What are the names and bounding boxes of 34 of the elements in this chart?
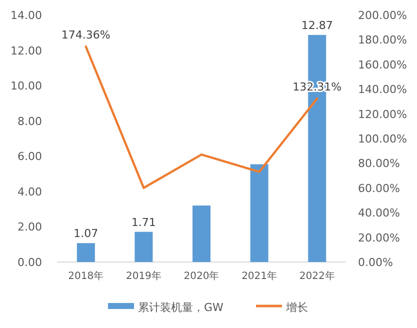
bar: [250, 164, 268, 262]
data-label: 12.87: [301, 18, 333, 32]
x-tick-label: 2020年: [184, 270, 220, 282]
y2-tick-label: 200.00%: [358, 9, 407, 22]
y2-tick-label: 60.00%: [358, 182, 400, 195]
y2-tick-label: 20.00%: [358, 231, 400, 244]
y-tick-label: 2.00: [18, 220, 42, 234]
y-tick-label: 12.00: [10, 44, 42, 58]
y-tick-label: 10.00: [10, 80, 42, 93]
y2-tick-label: 100.00%: [358, 132, 407, 146]
x-tick-label: 2021年: [242, 270, 278, 282]
data-label: 1.07: [74, 227, 98, 240]
legend-label: 累计装机量，GW: [138, 301, 224, 314]
data-label: 174.36%: [61, 28, 110, 42]
bar: [192, 206, 210, 262]
y2-tick-label: 160.00%: [358, 58, 407, 72]
x-tick-label: 2019年: [126, 270, 162, 282]
y2-tick-label: 40.00%: [358, 206, 400, 220]
y2-tick-label: 140.00%: [358, 83, 407, 96]
y-tick-label: 8.00: [18, 114, 42, 128]
y2-tick-label: 180.00%: [358, 34, 407, 47]
y2-tick-label: 120.00%: [358, 108, 407, 121]
data-label: 1.71: [131, 216, 156, 229]
y-tick-label: 14.00: [10, 9, 42, 22]
legend-label: 增长: [285, 301, 308, 314]
y2-tick-label: 80.00%: [358, 157, 400, 170]
y-tick-label: 6.00: [18, 150, 42, 164]
x-tick-label: 2022年: [299, 270, 335, 282]
bar: [76, 243, 95, 262]
bar: [134, 232, 153, 262]
y-tick-label: 0.00: [18, 256, 42, 269]
y2-tick-label: 0.00%: [358, 256, 393, 269]
x-tick-label: 2018年: [68, 270, 104, 282]
y-tick-label: 4.00: [18, 185, 42, 198]
